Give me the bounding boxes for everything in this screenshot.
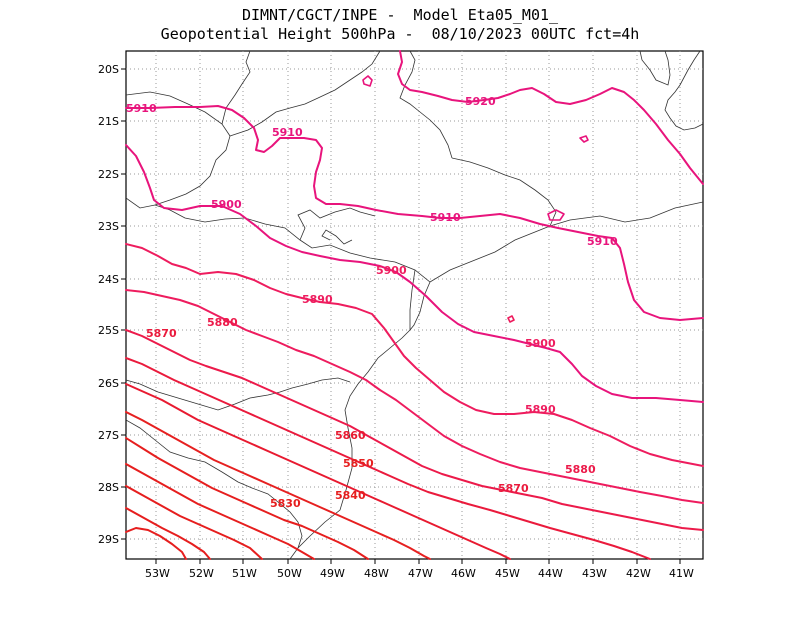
contour-labels: 5910 5920 5910 5900 5910 5910 5900 5890 … — [126, 95, 618, 510]
lat-label: 26S — [98, 377, 119, 390]
contour-5840 — [125, 437, 369, 560]
closed-contour — [507, 315, 515, 323]
lon-label: 51W — [232, 567, 257, 580]
lon-label: 46W — [451, 567, 476, 580]
lon-label: 50W — [277, 567, 302, 580]
map-frame — [125, 50, 704, 560]
contour-label: 5900 — [376, 264, 407, 277]
contour-5800 — [125, 527, 187, 560]
contour-label: 5880 — [565, 463, 596, 476]
lat-label: 27S — [98, 429, 119, 442]
contour-label: 5910 — [430, 211, 461, 224]
latitude-labels: 20S 21S 22S 23S 24S 25S 26S 27S 28S 29S — [98, 63, 119, 546]
lat-label: 20S — [98, 63, 119, 76]
map-title-line2: Geopotential Height 500hPa - 08/10/2023 … — [160, 25, 640, 43]
contour-label: 5900 — [525, 337, 556, 350]
contour-5910-left — [125, 144, 704, 403]
contour-5880 — [125, 329, 704, 531]
closed-contour — [547, 209, 565, 221]
lon-label: 42W — [626, 567, 651, 580]
lon-label: 43W — [582, 567, 607, 580]
contour-5890 — [125, 289, 704, 504]
contour-5900 — [125, 243, 704, 467]
contour-label: 5850 — [343, 457, 374, 470]
lon-label: 48W — [364, 567, 389, 580]
lon-label: 53W — [145, 567, 170, 580]
lat-label: 23S — [98, 220, 119, 233]
longitude-labels: 53W 52W 51W 50W 49W 48W 47W 46W 45W 44W … — [145, 567, 694, 580]
lat-lon-grid — [126, 51, 703, 559]
coastline-and-borders — [125, 50, 704, 560]
contour-5870 — [125, 357, 651, 560]
axis-ticks — [121, 68, 681, 564]
lon-label: 52W — [189, 567, 214, 580]
contour-label: 5920 — [465, 95, 496, 108]
contour-5830 — [125, 463, 315, 560]
map-title-line1: DIMNT/CGCT/INPE - Model Eta05_M01_ — [241, 6, 559, 24]
lon-label: 44W — [538, 567, 563, 580]
contour-5910 — [125, 105, 704, 321]
contour-label: 5890 — [302, 293, 333, 306]
lon-label: 47W — [408, 567, 433, 580]
lat-label: 28S — [98, 481, 119, 494]
lat-label: 24S — [98, 273, 119, 286]
contour-label: 5910 — [587, 235, 618, 248]
contour-5850 — [125, 411, 431, 560]
contour-label: 5890 — [525, 403, 556, 416]
closed-contour — [579, 135, 589, 143]
geopotential-contours — [125, 50, 704, 560]
lat-label: 25S — [98, 324, 119, 337]
lat-label: 29S — [98, 533, 119, 546]
contour-5860 — [125, 383, 511, 560]
contour-label: 5870 — [146, 327, 177, 340]
lon-label: 45W — [495, 567, 520, 580]
contour-label: 5860 — [335, 429, 366, 442]
contour-5820 — [125, 485, 263, 560]
lon-label: 49W — [320, 567, 345, 580]
closed-contour — [362, 75, 373, 87]
contour-5920 — [397, 50, 704, 185]
contour-label: 5900 — [211, 198, 242, 211]
contour-label: 5880 — [207, 316, 238, 329]
contour-label: 5830 — [270, 497, 301, 510]
contour-label: 5870 — [498, 482, 529, 495]
contour-label: 5910 — [272, 126, 303, 139]
contour-label: 5840 — [335, 489, 366, 502]
lat-label: 22S — [98, 168, 119, 181]
lat-label: 21S — [98, 115, 119, 128]
lon-label: 41W — [669, 567, 694, 580]
contour-label: 5910 — [126, 102, 157, 115]
contour-5810 — [125, 507, 211, 560]
